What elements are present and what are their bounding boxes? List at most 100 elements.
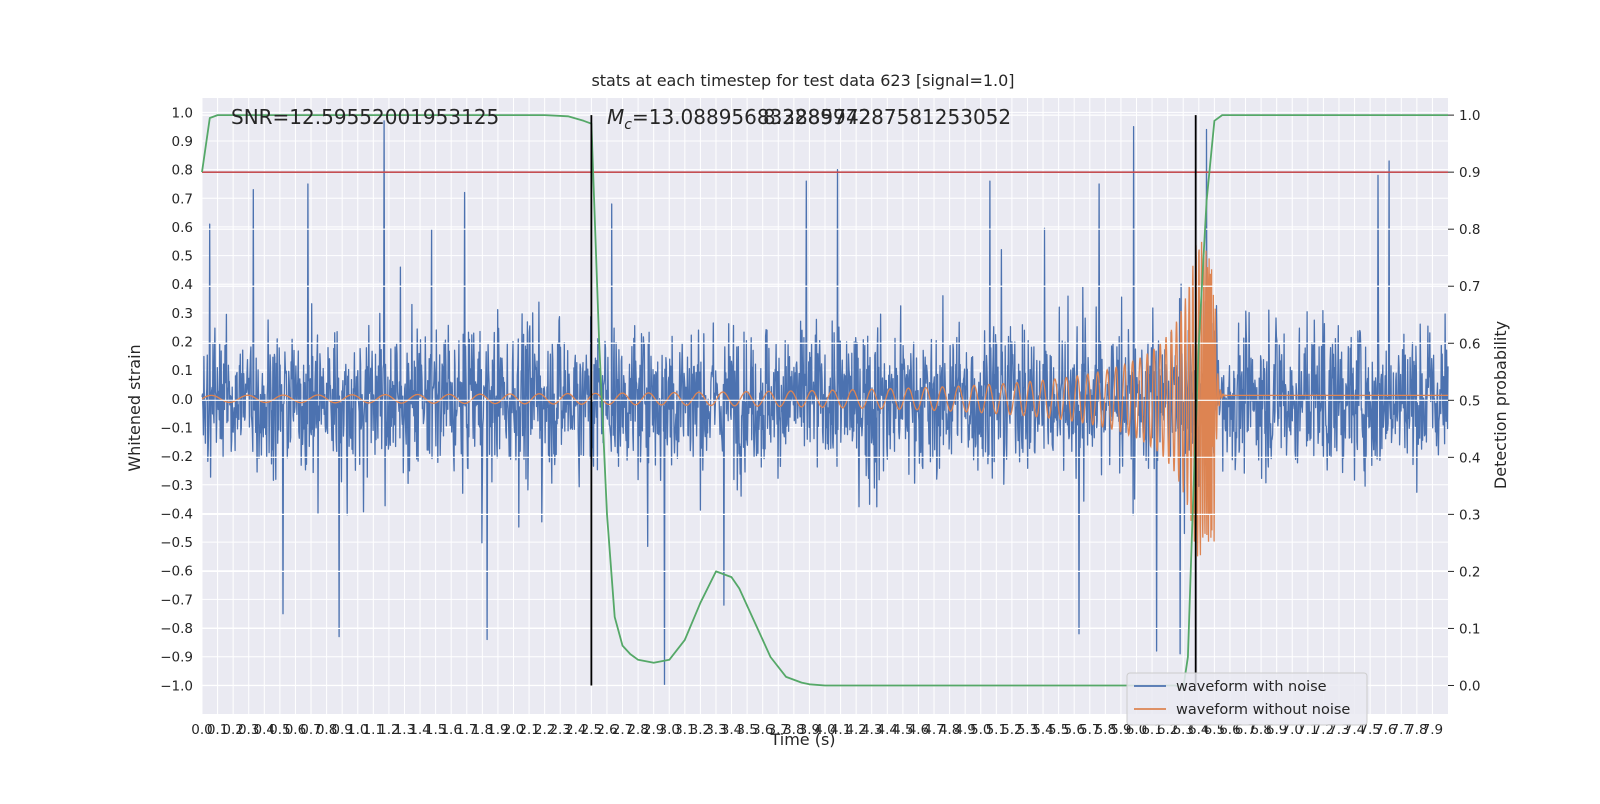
x-tick-label-70: 7.0 xyxy=(1282,722,1303,738)
x-tick-label-38: 3.8 xyxy=(783,722,804,738)
x-tick-label-52: 5.2 xyxy=(1001,722,1022,738)
x-tick-label-46: 4.6 xyxy=(908,722,929,738)
legend-label-noisy: waveform with noise xyxy=(1176,679,1327,695)
x-tick-label-67: 6.7 xyxy=(1235,722,1256,738)
y-tick-label-15: 0.5 xyxy=(172,249,193,265)
probability-layer xyxy=(201,114,1448,690)
y-tick-label-20: 1.0 xyxy=(172,105,193,121)
x-tick-label-47: 4.7 xyxy=(923,722,944,738)
x-tick-label-15: 1.5 xyxy=(425,722,446,738)
x-tick-label-41: 4.1 xyxy=(830,722,851,738)
x-tick-label-50: 5.0 xyxy=(970,722,991,738)
x-tick-label-53: 5.3 xyxy=(1017,722,1038,738)
legend-box xyxy=(1126,672,1368,726)
y-tick-label-11: 0.1 xyxy=(172,363,193,379)
y-tick-label-8: −0.2 xyxy=(160,449,193,465)
y-tick-label-16: 0.6 xyxy=(172,220,193,236)
ticks-layer: 0.00.10.20.30.40.50.60.70.80.91.01.11.21… xyxy=(160,105,1480,738)
mc-annotation: Mc=13.088956832885742 xyxy=(607,105,871,133)
y2-tick-label-0: 0.0 xyxy=(1459,678,1480,694)
x-tick-label-79: 7.9 xyxy=(1422,722,1443,738)
x-tick-label-23: 2.3 xyxy=(549,722,570,738)
y-tick-label-13: 0.3 xyxy=(172,306,193,322)
x-tick-label-68: 6.8 xyxy=(1250,722,1271,738)
x-tick-label-63: 6.3 xyxy=(1172,722,1193,738)
y-tick-label-6: −0.4 xyxy=(160,506,193,522)
x-tick-label-49: 4.9 xyxy=(954,722,975,738)
x-tick-label-75: 7.5 xyxy=(1359,722,1380,738)
y2-tick-label-1: 0.1 xyxy=(1459,621,1480,637)
x-tick-label-59: 5.9 xyxy=(1110,722,1131,738)
y-tick-label-4: −0.6 xyxy=(160,564,193,580)
x-tick-label-34: 3.4 xyxy=(721,722,742,738)
x-tick-label-9: 0.9 xyxy=(331,722,352,738)
x-tick-label-12: 1.2 xyxy=(378,722,399,738)
x-tick-label-58: 5.8 xyxy=(1095,722,1116,738)
x-tick-label-4: 0.4 xyxy=(254,722,275,738)
x-tick-label-31: 3.1 xyxy=(674,722,695,738)
x-tick-label-22: 2.2 xyxy=(534,722,555,738)
x-tick-label-0: 0.0 xyxy=(191,722,212,738)
x-tick-label-33: 3.3 xyxy=(705,722,726,738)
x-tick-label-65: 6.5 xyxy=(1204,722,1225,738)
x-tick-label-6: 0.6 xyxy=(285,722,306,738)
y-tick-label-19: 0.9 xyxy=(172,134,193,150)
x-tick-label-20: 2.0 xyxy=(503,722,524,738)
mc-subscript: c xyxy=(624,117,632,133)
x-tick-label-74: 7.4 xyxy=(1344,722,1365,738)
y2-tick-label-10: 1.0 xyxy=(1459,108,1480,124)
clean-waveform-layer xyxy=(201,241,1448,557)
y-tick-label-17: 0.7 xyxy=(172,191,193,207)
x-tick-label-21: 2.1 xyxy=(518,722,539,738)
x-tick-label-64: 6.4 xyxy=(1188,722,1209,738)
x-tick-label-45: 4.5 xyxy=(892,722,913,738)
y2-tick-label-5: 0.5 xyxy=(1459,393,1480,409)
mc-value: =13.088956832885742 xyxy=(632,105,871,129)
x-tick-label-69: 6.9 xyxy=(1266,722,1287,738)
x-tick-label-73: 7.3 xyxy=(1328,722,1349,738)
x-tick-label-43: 4.3 xyxy=(861,722,882,738)
x-tick-label-60: 6.0 xyxy=(1126,722,1147,738)
x-tick-label-48: 4.8 xyxy=(939,722,960,738)
y2-tick-label-9: 0.9 xyxy=(1459,165,1480,181)
y2-axis-label: Detection probability xyxy=(1491,321,1510,489)
y2-tick-label-2: 0.2 xyxy=(1459,564,1480,580)
x-tick-label-44: 4.4 xyxy=(877,722,898,738)
x-tick-label-51: 5.1 xyxy=(986,722,1007,738)
x-tick-label-62: 6.2 xyxy=(1157,722,1178,738)
noisy-waveform-layer xyxy=(201,120,1449,686)
x-tick-label-32: 3.2 xyxy=(690,722,711,738)
x-tick-label-11: 1.1 xyxy=(363,722,384,738)
x-tick-label-37: 3.7 xyxy=(768,722,789,738)
x-tick-label-72: 7.2 xyxy=(1313,722,1334,738)
x-tick-label-66: 6.6 xyxy=(1219,722,1240,738)
x-tick-label-55: 5.5 xyxy=(1048,722,1069,738)
legend: waveform with noise waveform without noi… xyxy=(1126,672,1368,726)
x-tick-label-3: 0.3 xyxy=(238,722,259,738)
x-tick-label-16: 1.6 xyxy=(440,722,461,738)
x-tick-label-2: 0.2 xyxy=(222,722,243,738)
legend-label-clean: waveform without noise xyxy=(1176,702,1350,718)
x-tick-label-18: 1.8 xyxy=(472,722,493,738)
y-tick-label-2: −0.8 xyxy=(160,621,193,637)
x-tick-label-5: 0.5 xyxy=(269,722,290,738)
overlap-annotation: 8.328997287581253052 xyxy=(763,105,1011,129)
chart-title: stats at each timestep for test data 623… xyxy=(591,71,1014,90)
x-tick-label-78: 7.8 xyxy=(1406,722,1427,738)
x-tick-label-17: 1.7 xyxy=(456,722,477,738)
x-tick-label-1: 0.1 xyxy=(207,722,228,738)
x-axis-label: Time (s) xyxy=(769,730,835,749)
x-tick-label-24: 2.4 xyxy=(565,722,586,738)
x-tick-label-35: 3.5 xyxy=(736,722,757,738)
y2-tick-label-8: 0.8 xyxy=(1459,222,1480,238)
y-tick-label-9: −0.1 xyxy=(160,420,193,436)
x-tick-label-27: 2.7 xyxy=(612,722,633,738)
y-axis-label: Whitened strain xyxy=(125,344,144,471)
x-tick-label-26: 2.6 xyxy=(596,722,617,738)
x-tick-label-7: 0.7 xyxy=(300,722,321,738)
mc-symbol: M xyxy=(607,105,624,129)
x-tick-label-10: 1.0 xyxy=(347,722,368,738)
y2-tick-label-6: 0.6 xyxy=(1459,336,1480,352)
x-tick-label-30: 3.0 xyxy=(659,722,680,738)
x-tick-label-61: 6.1 xyxy=(1141,722,1162,738)
